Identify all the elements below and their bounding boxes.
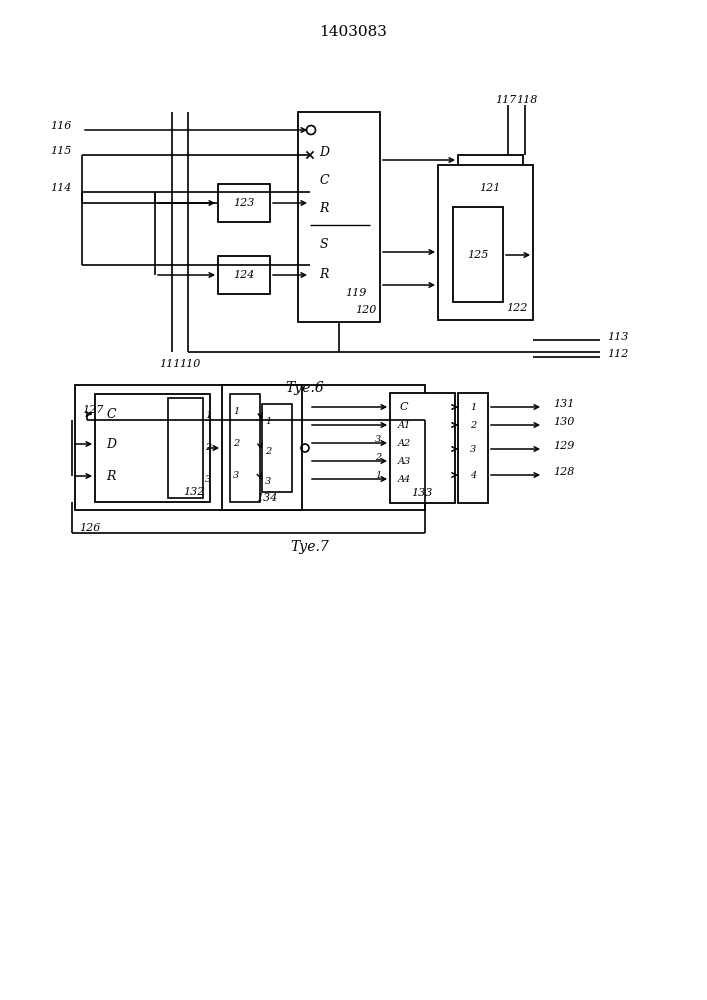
Bar xyxy=(230,394,260,502)
Text: D: D xyxy=(319,145,329,158)
Text: 122: 122 xyxy=(506,303,527,313)
Text: R: R xyxy=(320,268,329,282)
Text: 133: 133 xyxy=(411,488,433,498)
Bar xyxy=(262,404,292,492)
Bar xyxy=(75,385,425,510)
Bar xyxy=(458,155,523,220)
Bar xyxy=(95,394,210,502)
Bar xyxy=(453,207,503,302)
Text: 2: 2 xyxy=(233,440,239,448)
Text: 2: 2 xyxy=(205,444,211,452)
Text: 114: 114 xyxy=(51,183,72,193)
Text: 127: 127 xyxy=(82,405,103,415)
Text: 116: 116 xyxy=(51,121,72,131)
Text: 134: 134 xyxy=(257,493,278,503)
Text: Τуе.6: Τуе.6 xyxy=(286,381,325,395)
Text: 1: 1 xyxy=(375,472,381,481)
Text: 119: 119 xyxy=(345,288,367,298)
Text: 1: 1 xyxy=(470,402,476,412)
Text: 115: 115 xyxy=(51,146,72,156)
Bar xyxy=(218,184,270,222)
Bar xyxy=(168,398,203,498)
Text: 126: 126 xyxy=(79,523,100,533)
Text: C: C xyxy=(399,402,408,412)
Text: 123: 123 xyxy=(233,198,255,208)
Text: 130: 130 xyxy=(553,417,574,427)
Text: D: D xyxy=(106,438,116,450)
Text: 1: 1 xyxy=(265,418,271,426)
Text: 132: 132 xyxy=(183,487,205,497)
Text: A4: A4 xyxy=(397,475,411,484)
Text: 125: 125 xyxy=(467,250,489,260)
Text: 120: 120 xyxy=(356,305,377,315)
Text: 2: 2 xyxy=(470,420,476,430)
Text: 112: 112 xyxy=(607,349,629,359)
Bar xyxy=(458,393,488,503)
Text: 128: 128 xyxy=(553,467,574,477)
Bar xyxy=(218,256,270,294)
Text: 3: 3 xyxy=(265,478,271,487)
Text: 121: 121 xyxy=(479,183,501,193)
Text: 3: 3 xyxy=(375,436,381,444)
Bar xyxy=(390,393,455,503)
Text: 3: 3 xyxy=(205,476,211,485)
Text: S: S xyxy=(320,238,328,251)
Text: 4: 4 xyxy=(470,471,476,480)
Text: Τуе.7: Τуе.7 xyxy=(291,540,329,554)
Text: C: C xyxy=(106,408,116,420)
Text: R: R xyxy=(320,202,329,215)
Text: 131: 131 xyxy=(553,399,574,409)
Text: 110: 110 xyxy=(180,359,201,369)
Text: A3: A3 xyxy=(397,456,411,466)
Bar xyxy=(310,130,370,305)
Text: 3: 3 xyxy=(470,444,476,454)
Bar xyxy=(298,112,380,322)
Text: R: R xyxy=(106,470,116,483)
Text: 2: 2 xyxy=(375,454,381,462)
Text: 129: 129 xyxy=(553,441,574,451)
Text: 117: 117 xyxy=(496,95,517,105)
Text: 1: 1 xyxy=(233,408,239,416)
Text: 118: 118 xyxy=(516,95,538,105)
Text: 113: 113 xyxy=(607,332,629,342)
Text: 124: 124 xyxy=(233,270,255,280)
Text: 1403083: 1403083 xyxy=(319,25,387,39)
Text: A2: A2 xyxy=(397,438,411,448)
Bar xyxy=(222,385,302,510)
Text: 111: 111 xyxy=(159,359,181,369)
Text: C: C xyxy=(319,174,329,186)
Text: A1: A1 xyxy=(397,420,411,430)
Text: 1: 1 xyxy=(205,412,211,420)
Bar xyxy=(438,165,533,320)
Text: 3: 3 xyxy=(233,472,239,481)
Text: 2: 2 xyxy=(265,448,271,456)
